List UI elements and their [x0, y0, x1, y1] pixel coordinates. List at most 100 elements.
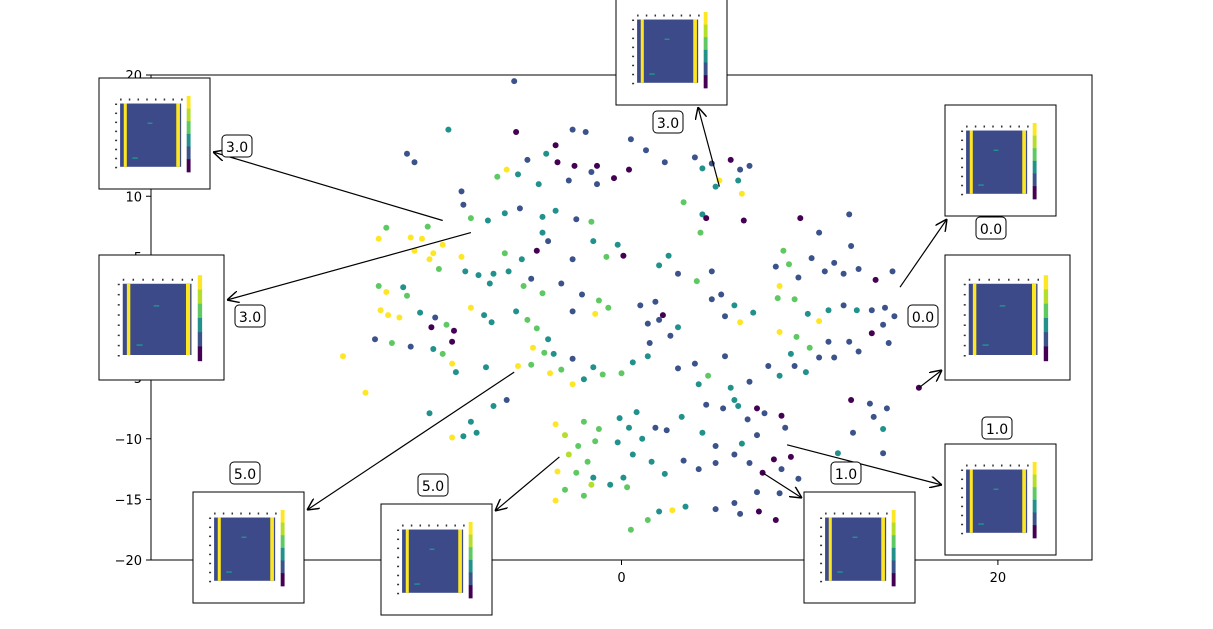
data-point	[375, 283, 382, 289]
thumbnail-tick	[115, 130, 118, 133]
thumbnail-tick	[974, 125, 977, 128]
thumbnail-colorbar-segment	[703, 37, 708, 51]
data-point	[780, 247, 787, 254]
thumbnail-tick	[209, 535, 212, 538]
thumbnail-tick	[820, 553, 823, 556]
data-point	[460, 433, 467, 440]
data-point	[737, 166, 744, 173]
data-point	[530, 344, 536, 351]
data-point	[656, 262, 663, 269]
data-point	[396, 314, 403, 321]
data-point	[722, 313, 728, 320]
data-point	[588, 481, 595, 488]
data-point	[722, 353, 728, 360]
thumbnail-colorbar-segment	[280, 560, 285, 574]
thumbnail-colorbar-segment	[1032, 487, 1037, 501]
thumbnail-tick	[963, 283, 966, 286]
thumbnail-image	[402, 529, 464, 593]
data-point	[776, 283, 783, 289]
thumbnail-stripe-left	[969, 130, 973, 194]
data-point	[691, 360, 698, 367]
data-point	[501, 250, 508, 257]
data-point	[518, 256, 525, 263]
thumbnail-tick	[1000, 464, 1003, 467]
data-point	[404, 150, 410, 157]
thumbnail-tick	[1037, 278, 1039, 281]
data-point	[776, 490, 783, 497]
data-point	[626, 424, 632, 431]
thumbnail-stripe-left	[217, 517, 221, 581]
thumbnail-tick	[632, 37, 635, 40]
data-point	[430, 250, 437, 257]
data-point	[501, 210, 508, 217]
thumbnail-colorbar-segment	[197, 317, 203, 333]
data-point	[627, 136, 634, 143]
thumbnail-colorbar-segment	[703, 75, 708, 89]
thumbnail-colorbar-segment	[186, 133, 191, 148]
data-point	[594, 162, 600, 169]
annotation-thumbnails	[98, 0, 1071, 616]
data-point	[754, 432, 760, 439]
annotation-arrow	[899, 219, 947, 288]
data-point	[590, 474, 597, 481]
thumbnail-tick	[120, 98, 122, 101]
data-point	[515, 363, 521, 369]
thumbnail-mark	[132, 157, 138, 159]
thumbnail-mark	[147, 122, 153, 125]
thumbnail-tick	[961, 523, 964, 526]
data-point	[776, 372, 783, 379]
thumbnail-tick	[117, 334, 120, 337]
data-point	[889, 268, 896, 275]
thumbnail-colorbar-segment	[703, 11, 708, 26]
data-point	[452, 369, 459, 376]
data-point	[708, 268, 715, 275]
thumbnail-tick	[963, 334, 966, 337]
thumbnail-colorbar-segment	[1032, 148, 1037, 162]
data-point	[579, 291, 585, 298]
data-point	[682, 503, 689, 510]
thumbnail-colorbar-segment	[891, 509, 896, 524]
thumbnail-tick	[963, 314, 966, 316]
data-point	[731, 451, 738, 458]
data-point	[552, 207, 559, 214]
data-point	[680, 199, 687, 206]
data-point	[558, 280, 565, 287]
data-point	[595, 297, 602, 304]
thumbnail-tick	[248, 512, 251, 515]
annotation-label-box	[234, 304, 266, 328]
data-point	[571, 162, 578, 169]
thumbnail-tick	[402, 524, 404, 527]
data-point	[385, 312, 392, 319]
thumbnail-colorbar-segment	[280, 547, 285, 562]
thumbnail-colorbar-segment	[1032, 512, 1037, 526]
annotation-label: 3.0	[234, 304, 266, 328]
thumbnail-tick	[266, 512, 268, 515]
thumbnail-colorbar-segment	[1032, 160, 1037, 175]
thumbnail-tick	[117, 324, 120, 326]
data-point	[644, 353, 651, 360]
thumbnail-tick	[1017, 278, 1020, 281]
thumbnail-tick	[833, 512, 836, 515]
thumbnail-tick	[410, 524, 413, 527]
data-point	[375, 235, 382, 242]
annotation-arrows	[213, 107, 947, 511]
thumbnail-tick	[191, 278, 193, 281]
thumbnail-tick	[978, 278, 981, 281]
data-point	[816, 229, 823, 236]
data-point	[383, 224, 390, 231]
thumbnail-mark	[226, 571, 232, 573]
thumbnail-image	[214, 517, 276, 581]
data-point	[511, 78, 518, 85]
data-point	[419, 235, 425, 242]
data-point	[806, 344, 813, 351]
thumbnail-image	[966, 469, 1028, 533]
data-point	[575, 443, 582, 449]
data-point	[573, 216, 580, 223]
data-point	[515, 171, 521, 178]
data-point	[624, 484, 631, 491]
data-point	[793, 333, 800, 340]
thumbnail-stripe-right	[270, 517, 274, 581]
data-point	[488, 319, 495, 326]
thumbnail-colorbar-segment	[1032, 525, 1037, 539]
data-point	[481, 312, 488, 319]
